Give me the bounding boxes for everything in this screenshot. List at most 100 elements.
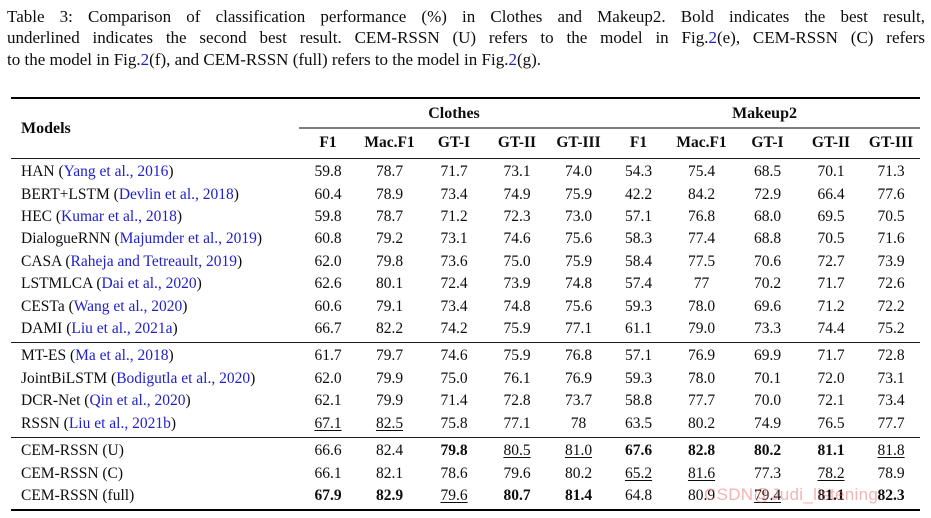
- value-cell: 73.6: [440, 252, 468, 270]
- value-cell: 78: [570, 414, 587, 432]
- model-name: CESTa: [21, 297, 65, 315]
- value-cell: 73.4: [877, 392, 905, 410]
- col-header-clothes-gt2: GT-II: [486, 128, 548, 160]
- table-row: HEC (Kumar et al., 2018) 59.8 78.7 71.2 72.3…: [11, 206, 920, 228]
- value-cell: 66.4: [817, 185, 845, 203]
- col-header-clothes-macf1: Mac.F1: [357, 128, 422, 160]
- table-row: CASA (Raheja and Tetreault, 2019) 62.0 79.…: [11, 251, 920, 273]
- value-cell: 66.6: [314, 442, 342, 460]
- table-row: LSTMLCA (Dai et al., 2020) 62.6 80.1 72.4 73…: [11, 273, 920, 295]
- citation-link[interactable]: Yang et al., 2016: [63, 163, 169, 181]
- value-cell: 60.4: [314, 185, 342, 203]
- value-cell: 54.3: [624, 163, 653, 181]
- value-cell: 75.0: [503, 252, 531, 270]
- table-row: CEM-RSSN (C) 66.1 82.1 78.6 79.6 80.2 65.2 81.6…: [11, 463, 920, 485]
- value-cell: 70.1: [753, 369, 782, 387]
- sub-header-row: F1 Mac.F1 GT-I GT-II GT-III F1 Mac.F1 GT…: [11, 128, 921, 160]
- model-name: HEC: [21, 208, 52, 226]
- model-cell: HEC (Kumar et al., 2018): [21, 208, 183, 226]
- value-cell: 80.7: [503, 486, 531, 504]
- value-cell: 72.8: [877, 347, 905, 365]
- value-cell: 57.1: [624, 347, 653, 365]
- value-cell: 81.0: [564, 442, 593, 460]
- caption-line-1: Table 3: Comparison of classification pe…: [7, 6, 925, 27]
- citation-link[interactable]: Bodigutla et al., 2020: [116, 369, 251, 387]
- value-cell: 59.8: [314, 163, 342, 181]
- col-header-makeup2-macf1: Mac.F1: [668, 128, 735, 160]
- value-cell: 77: [693, 275, 710, 293]
- value-cell: 69.9: [753, 347, 782, 365]
- table-row: RSSN (Liu et al., 2021b) 67.1 82.5 75.8 77.1…: [11, 413, 920, 438]
- value-cell: 75.6: [564, 297, 593, 315]
- fig-ref-link[interactable]: 2: [140, 49, 150, 69]
- citation-link[interactable]: Wang et al., 2020: [73, 297, 183, 315]
- value-cell: 72.2: [877, 297, 905, 315]
- citation-link[interactable]: Devlin et al., 2018: [118, 185, 234, 203]
- value-cell: 84.2: [687, 185, 716, 203]
- group-header-makeup2: Makeup2: [609, 98, 921, 130]
- value-cell: 73.7: [564, 392, 593, 410]
- value-cell: 59.3: [624, 297, 653, 315]
- value-cell: 77.1: [564, 320, 593, 338]
- citation-link[interactable]: Liu et al., 2021b: [68, 414, 171, 432]
- citation-link[interactable]: Kumar et al., 2018: [61, 208, 177, 226]
- value-cell: 80.1: [375, 275, 404, 293]
- model-name: CEM-RSSN (full): [21, 486, 135, 504]
- col-header-makeup2-gt2: GT-II: [800, 128, 862, 160]
- model-name: CEM-RSSN (C): [21, 464, 124, 482]
- value-cell: 79.8: [440, 442, 468, 460]
- value-cell: 72.1: [817, 392, 845, 410]
- model-cell: DialogueRNN (Majumder et al., 2019): [21, 230, 263, 248]
- model-cell: CESTa (Wang et al., 2020): [21, 297, 188, 315]
- value-cell: 60.8: [314, 230, 342, 248]
- value-cell: 59.3: [624, 369, 653, 387]
- value-cell: 68.8: [753, 230, 782, 248]
- model-cell: DCR-Net (Qin et al., 2020): [21, 392, 191, 410]
- value-cell: 73.1: [503, 163, 531, 181]
- value-cell: 73.1: [440, 230, 468, 248]
- value-cell: 61.1: [624, 320, 653, 338]
- table-row: DialogueRNN (Majumder et al., 2019) 60.8 7…: [11, 228, 920, 250]
- value-cell: 76.8: [564, 347, 593, 365]
- value-cell: 78.6: [440, 464, 468, 482]
- fig-ref-link[interactable]: 2: [708, 28, 717, 48]
- col-header-clothes-gt1: GT-I: [422, 128, 486, 160]
- model-name: DAMI: [21, 320, 63, 338]
- value-cell: 78.0: [687, 369, 716, 387]
- citation-link[interactable]: Ma et al., 2018: [75, 347, 169, 365]
- value-cell: 72.4: [440, 275, 468, 293]
- value-cell: 70.5: [877, 208, 905, 226]
- value-cell: 57.1: [624, 208, 653, 226]
- model-cell: LSTMLCA (Dai et al., 2020): [21, 275, 202, 293]
- value-cell: 77.6: [877, 185, 905, 203]
- value-cell: 62.0: [314, 252, 342, 270]
- caption-line-3: to the model in Fig.2(f), and CEM-RSSN (…: [7, 49, 925, 70]
- value-cell: 75.0: [440, 369, 468, 387]
- value-cell: 75.4: [687, 163, 716, 181]
- table-row: HAN (Yang et al., 2016) 59.8 78.7 71.7 73.1 7…: [11, 159, 920, 184]
- value-cell: 82.9: [375, 486, 404, 504]
- citation-link[interactable]: Liu et al., 2021a: [71, 320, 173, 338]
- value-cell: 78.9: [375, 185, 404, 203]
- value-cell: 72.6: [877, 275, 905, 293]
- value-cell: 77.4: [687, 230, 716, 248]
- value-cell: 79.9: [375, 392, 404, 410]
- fig-ref-link[interactable]: 2: [508, 49, 517, 69]
- value-cell: 77.7: [877, 414, 905, 432]
- value-cell: 82.2: [375, 320, 404, 338]
- value-cell: 74.8: [564, 275, 593, 293]
- col-header-clothes-f1: F1: [299, 128, 357, 160]
- value-cell: 74.2: [440, 320, 468, 338]
- value-cell: 76.9: [564, 369, 593, 387]
- value-cell: 67.9: [314, 486, 342, 504]
- citation-link[interactable]: Dai et al., 2020: [101, 275, 197, 293]
- citation-link[interactable]: Majumder et al., 2019: [119, 230, 257, 248]
- citation-link[interactable]: Raheja and Tetreault, 2019: [70, 252, 238, 270]
- value-cell: 70.2: [753, 275, 782, 293]
- group-header-row: Models Clothes Makeup2: [11, 98, 921, 160]
- value-cell: 77.1: [503, 414, 531, 432]
- value-cell: 79.7: [375, 347, 404, 365]
- value-cell: 73.3: [753, 320, 782, 338]
- citation-link[interactable]: Qin et al., 2020: [89, 392, 186, 410]
- value-cell: 73.0: [564, 208, 593, 226]
